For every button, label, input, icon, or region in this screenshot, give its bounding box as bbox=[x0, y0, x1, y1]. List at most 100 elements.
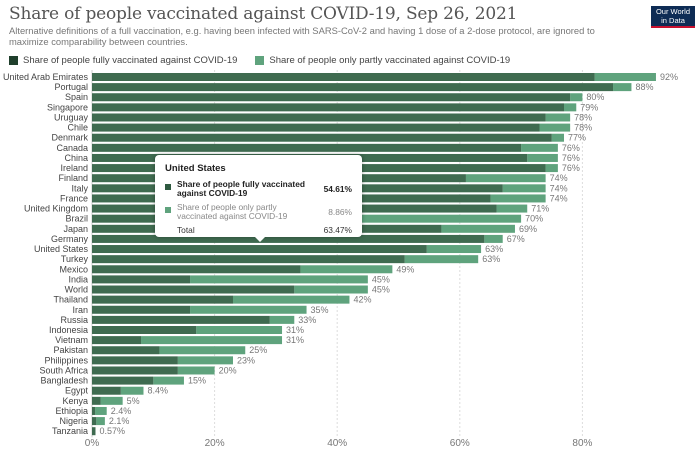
bar-partly bbox=[141, 336, 283, 345]
bar-fully bbox=[92, 376, 154, 385]
tooltip-value-total: 63.47% bbox=[323, 225, 352, 235]
x-tick-label: 40% bbox=[327, 438, 347, 449]
legend-item-fully[interactable]: Share of people fully vaccinated against… bbox=[9, 55, 237, 66]
data-label: 35% bbox=[311, 305, 329, 315]
bar-partly bbox=[95, 406, 107, 415]
data-label: 8.4% bbox=[147, 386, 168, 396]
bar-partly bbox=[269, 315, 295, 324]
tooltip: United States Share of people fully vacc… bbox=[155, 155, 362, 242]
category-label: Vietnam bbox=[55, 335, 88, 345]
bar-fully bbox=[92, 113, 546, 122]
bar-fully bbox=[92, 295, 233, 304]
x-tick-label: 80% bbox=[572, 438, 592, 449]
data-label: 49% bbox=[396, 264, 414, 274]
category-label: Denmark bbox=[51, 133, 88, 143]
bar-partly bbox=[100, 396, 123, 405]
bar-fully bbox=[92, 336, 142, 345]
category-label: Canada bbox=[56, 143, 88, 153]
category-label: Indonesia bbox=[49, 325, 88, 335]
category-label: Tanzania bbox=[52, 426, 88, 436]
category-label: Spain bbox=[65, 92, 88, 102]
data-label: 76% bbox=[562, 143, 580, 153]
bar-fully bbox=[92, 93, 571, 102]
chart-title: Share of people vaccinated against COVID… bbox=[9, 4, 518, 24]
bar-fully bbox=[92, 386, 121, 395]
bar-fully bbox=[92, 346, 160, 355]
category-label: Singapore bbox=[47, 102, 88, 112]
data-label: 25% bbox=[249, 345, 267, 355]
bar-partly bbox=[120, 386, 144, 395]
data-label: 63% bbox=[485, 244, 503, 254]
data-label: 78% bbox=[574, 112, 592, 122]
category-label: Japan bbox=[63, 224, 88, 234]
bar-fully bbox=[92, 427, 96, 436]
category-label: Finland bbox=[58, 173, 88, 183]
bar-partly bbox=[300, 265, 393, 274]
bar-fully bbox=[92, 315, 270, 324]
legend-item-partly[interactable]: Share of people only partly vaccinated a… bbox=[255, 55, 510, 66]
bar-partly bbox=[564, 103, 577, 112]
data-label: 45% bbox=[372, 285, 390, 295]
category-label: Portugal bbox=[54, 82, 88, 92]
bar-partly bbox=[159, 346, 246, 355]
category-label: Ireland bbox=[60, 163, 88, 173]
logo-line-1: Our World bbox=[655, 7, 691, 16]
data-label: 20% bbox=[219, 365, 237, 375]
legend-label-partly: Share of people only partly vaccinated a… bbox=[269, 55, 511, 66]
logo-line-2: in Data bbox=[661, 15, 685, 25]
data-label: 67% bbox=[507, 234, 525, 244]
category-label: South Africa bbox=[39, 365, 88, 375]
bar-partly bbox=[521, 143, 558, 152]
owid-logo[interactable]: Our World in Data bbox=[651, 6, 695, 28]
data-label: 78% bbox=[574, 123, 592, 133]
data-label: 71% bbox=[531, 204, 549, 214]
bar-partly bbox=[426, 245, 482, 254]
data-label: 0.57% bbox=[99, 426, 125, 436]
bar-fully bbox=[92, 406, 96, 415]
bar-partly bbox=[441, 224, 515, 233]
bar-partly bbox=[545, 113, 571, 122]
data-label: 70% bbox=[525, 214, 543, 224]
tooltip-country: United States bbox=[165, 163, 226, 174]
x-tick-label: 0% bbox=[85, 438, 100, 449]
category-label: World bbox=[65, 285, 88, 295]
bar-fully bbox=[92, 245, 427, 254]
bar-fully bbox=[92, 133, 552, 142]
tooltip-row-partly: Share of people only partly vaccinated a… bbox=[165, 203, 352, 221]
legend-swatch-fully bbox=[9, 56, 18, 65]
category-label: Germany bbox=[51, 234, 89, 244]
bar-partly bbox=[490, 194, 546, 203]
tooltip-swatch-fully bbox=[165, 184, 171, 190]
category-label: Italy bbox=[71, 183, 88, 193]
bar-partly bbox=[496, 204, 528, 213]
category-label: Brazil bbox=[65, 214, 88, 224]
x-tick-label: 60% bbox=[450, 438, 470, 449]
category-label: Turkey bbox=[61, 254, 89, 264]
tooltip-value-partly: 8.86% bbox=[328, 207, 352, 217]
bar-fully bbox=[92, 305, 191, 314]
bar-partly bbox=[196, 326, 283, 334]
tooltip-row-fully: Share of people fully vaccinated against… bbox=[165, 180, 352, 198]
category-label: China bbox=[64, 153, 88, 163]
data-label: 2.1% bbox=[109, 416, 130, 426]
bar-partly bbox=[232, 295, 350, 304]
bar-partly bbox=[294, 285, 368, 294]
data-label: 45% bbox=[372, 274, 390, 284]
bar-fully bbox=[92, 255, 405, 264]
category-label: India bbox=[68, 274, 88, 284]
category-label: Thailand bbox=[53, 295, 88, 305]
bar-fully bbox=[92, 275, 191, 284]
category-label: Pakistan bbox=[53, 345, 88, 355]
bar-partly bbox=[190, 275, 368, 284]
bar-partly bbox=[153, 376, 184, 385]
bar-fully bbox=[92, 265, 301, 274]
bar-partly bbox=[551, 133, 565, 142]
data-label: 5% bbox=[127, 396, 140, 406]
tooltip-label-fully: Share of people fully vaccinated against… bbox=[177, 179, 305, 198]
bar-partly bbox=[177, 366, 215, 375]
data-label: 74% bbox=[550, 193, 568, 203]
tooltip-swatch-partly bbox=[165, 207, 171, 213]
tooltip-row-total: Total 63.47% bbox=[177, 226, 352, 235]
chart-subtitle: Alternative definitions of a full vaccin… bbox=[9, 25, 595, 47]
bar-partly bbox=[484, 234, 503, 243]
